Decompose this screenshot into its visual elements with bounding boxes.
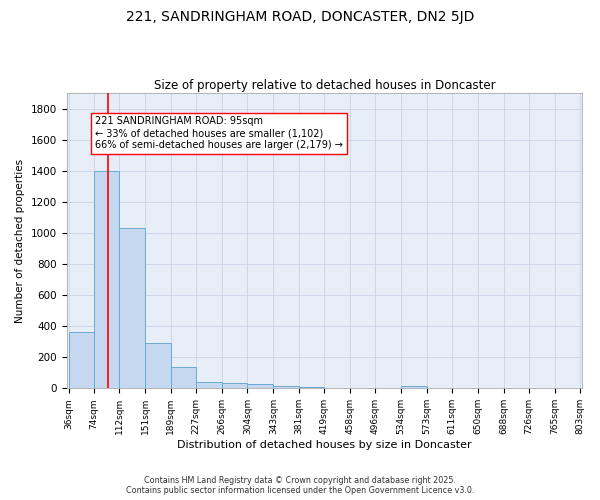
Text: Contains HM Land Registry data © Crown copyright and database right 2025.
Contai: Contains HM Land Registry data © Crown c…	[126, 476, 474, 495]
Title: Size of property relative to detached houses in Doncaster: Size of property relative to detached ho…	[154, 79, 495, 92]
Text: 221, SANDRINGHAM ROAD, DONCASTER, DN2 5JD: 221, SANDRINGHAM ROAD, DONCASTER, DN2 5J…	[126, 10, 474, 24]
Text: 221 SANDRINGHAM ROAD: 95sqm
← 33% of detached houses are smaller (1,102)
66% of : 221 SANDRINGHAM ROAD: 95sqm ← 33% of det…	[95, 116, 343, 150]
X-axis label: Distribution of detached houses by size in Doncaster: Distribution of detached houses by size …	[177, 440, 472, 450]
Bar	[94, 171, 119, 388]
Bar	[119, 228, 145, 388]
Bar	[145, 344, 170, 388]
Bar	[222, 383, 247, 388]
Y-axis label: Number of detached properties: Number of detached properties	[15, 158, 25, 323]
Bar	[196, 382, 222, 388]
Bar	[299, 387, 324, 388]
Bar	[68, 332, 94, 388]
Bar	[274, 386, 299, 388]
Bar	[170, 368, 196, 388]
Bar	[247, 384, 274, 388]
Bar	[401, 386, 427, 388]
